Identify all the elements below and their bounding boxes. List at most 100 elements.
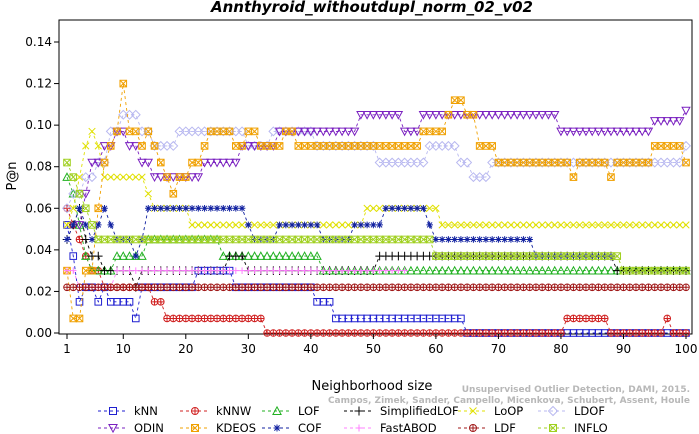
data-point [306, 251, 316, 260]
x-tick-label: 90 [616, 342, 631, 356]
data-point [488, 221, 496, 229]
data-point [112, 251, 122, 260]
data-point [237, 251, 247, 261]
data-point [281, 251, 291, 260]
data-point [657, 329, 665, 337]
data-point [444, 221, 453, 229]
data-point [262, 251, 272, 260]
series-ldf [63, 283, 690, 292]
data-point [276, 221, 283, 229]
data-point [581, 265, 591, 275]
data-point [600, 283, 609, 292]
data-point [188, 221, 196, 229]
data-point [562, 127, 572, 137]
data-point [319, 283, 328, 292]
data-point [444, 283, 453, 292]
data-point [463, 236, 471, 243]
data-point [119, 283, 128, 292]
data-point [218, 251, 229, 260]
data-point [144, 283, 153, 292]
data-point [520, 236, 527, 243]
x-tick-label: 70 [491, 342, 506, 356]
x-tick-label: 50 [366, 342, 381, 356]
data-point [151, 204, 158, 212]
data-point [144, 267, 152, 274]
data-point [150, 283, 159, 292]
data-point [344, 283, 353, 292]
data-point [401, 267, 408, 274]
data-point [282, 267, 290, 274]
data-point [63, 221, 71, 229]
data-point [168, 140, 179, 151]
data-point [488, 142, 496, 150]
data-point [519, 283, 528, 292]
data-point [431, 110, 441, 120]
legend-item-lof: LOF [262, 404, 320, 418]
data-point [107, 221, 115, 229]
data-point [582, 283, 590, 292]
data-point [300, 329, 309, 337]
x-tick-label: 20 [178, 342, 193, 356]
data-point [251, 267, 258, 274]
data-point [549, 110, 560, 120]
data-point [388, 267, 396, 274]
data-point [462, 157, 473, 168]
data-point [543, 110, 554, 120]
data-point [81, 251, 91, 260]
data-point [625, 283, 634, 292]
data-point [469, 424, 477, 432]
data-point [138, 267, 146, 274]
data-point [382, 204, 390, 212]
data-point [207, 283, 215, 292]
legend-label: LDF [494, 421, 516, 434]
plot-frame [58, 19, 693, 335]
data-point [101, 204, 108, 212]
data-point [75, 283, 84, 292]
data-point [451, 221, 459, 229]
data-point [150, 142, 159, 150]
data-point [569, 221, 578, 229]
data-point [169, 204, 177, 212]
data-point [175, 283, 184, 292]
series-odin [74, 106, 691, 230]
data-point [326, 267, 333, 274]
data-point [587, 265, 597, 275]
data-point [143, 158, 154, 168]
data-point [225, 314, 234, 323]
data-point [300, 142, 309, 150]
data-point [594, 283, 603, 292]
data-point [213, 221, 221, 229]
data-point [181, 283, 190, 292]
data-point [675, 283, 684, 292]
data-point [394, 329, 403, 337]
data-point [387, 110, 397, 120]
data-point [551, 221, 559, 229]
data-point [194, 158, 203, 167]
data-point [513, 221, 521, 229]
data-point [182, 204, 190, 212]
data-point [156, 283, 165, 292]
data-point [288, 235, 296, 244]
data-point [481, 265, 491, 275]
data-point [131, 142, 141, 151]
data-point [369, 283, 378, 292]
legend-item-fastabod: FastABOD [344, 421, 437, 434]
data-point [357, 221, 365, 229]
data-point [157, 267, 165, 274]
data-point [456, 265, 466, 275]
data-point [144, 190, 152, 198]
legend-item-ldof: LDOF [538, 404, 605, 418]
y-axis-label: P@n [5, 161, 20, 190]
data-point [482, 236, 490, 243]
data-point [519, 329, 528, 337]
data-point [88, 127, 96, 136]
data-point [288, 329, 296, 337]
data-point [88, 266, 96, 275]
data-point [507, 236, 515, 243]
data-point [632, 283, 640, 292]
data-point [388, 329, 396, 337]
y-tick-label: 0.08 [25, 160, 52, 174]
data-point [588, 252, 597, 260]
y-tick-label: 0.14 [25, 35, 52, 49]
data-point [532, 221, 540, 229]
